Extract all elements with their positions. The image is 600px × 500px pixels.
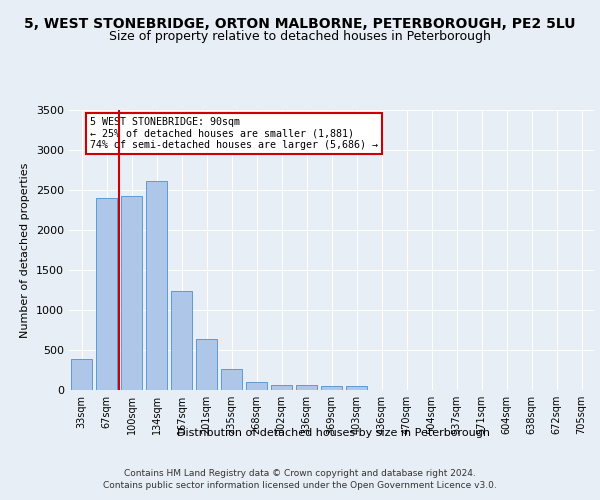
Text: 5 WEST STONEBRIDGE: 90sqm
← 25% of detached houses are smaller (1,881)
74% of se: 5 WEST STONEBRIDGE: 90sqm ← 25% of detac… <box>90 117 378 150</box>
Bar <box>246 382 267 390</box>
Bar <box>221 369 242 390</box>
Bar <box>271 385 292 390</box>
Text: Contains HM Land Registry data © Crown copyright and database right 2024.: Contains HM Land Registry data © Crown c… <box>124 470 476 478</box>
Text: Distribution of detached houses by size in Peterborough: Distribution of detached houses by size … <box>176 428 490 438</box>
Bar <box>346 386 367 390</box>
Text: Size of property relative to detached houses in Peterborough: Size of property relative to detached ho… <box>109 30 491 43</box>
Bar <box>146 181 167 390</box>
Bar <box>296 385 317 390</box>
Bar <box>171 291 192 390</box>
Text: Contains public sector information licensed under the Open Government Licence v3: Contains public sector information licen… <box>103 482 497 490</box>
Y-axis label: Number of detached properties: Number of detached properties <box>20 162 31 338</box>
Bar <box>121 196 142 390</box>
Bar <box>196 339 217 390</box>
Bar <box>321 386 342 390</box>
Text: 5, WEST STONEBRIDGE, ORTON MALBORNE, PETERBOROUGH, PE2 5LU: 5, WEST STONEBRIDGE, ORTON MALBORNE, PET… <box>24 18 576 32</box>
Bar <box>71 359 92 390</box>
Bar <box>96 198 117 390</box>
